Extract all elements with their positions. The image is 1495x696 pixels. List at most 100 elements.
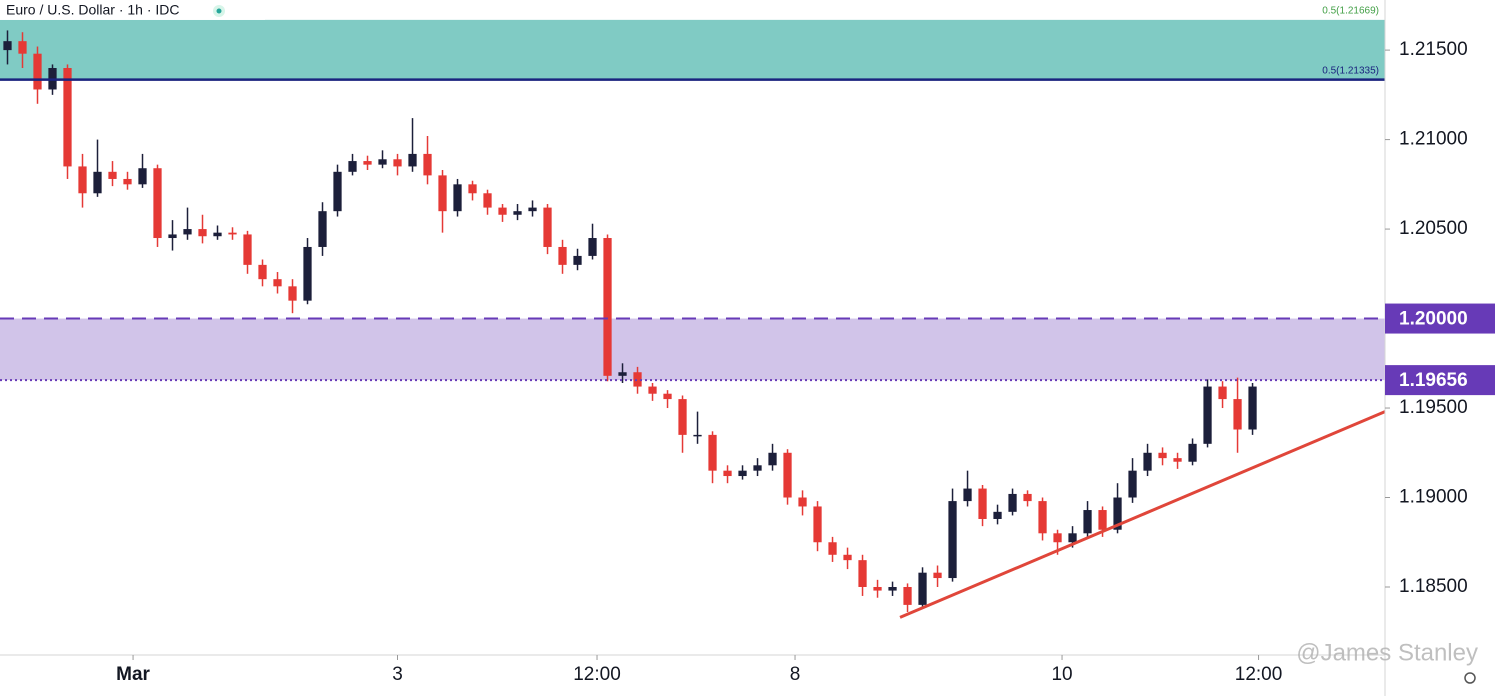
candle-body bbox=[813, 506, 822, 543]
x-tick-label: 12:00 bbox=[1235, 664, 1283, 685]
candle-body bbox=[588, 238, 597, 256]
candle-body bbox=[288, 286, 297, 301]
title-background bbox=[0, 0, 265, 20]
candle-body bbox=[1248, 386, 1257, 430]
candle-body bbox=[468, 184, 477, 194]
y-tick-label: 1.21000 bbox=[1399, 129, 1468, 150]
candle-body bbox=[168, 234, 177, 239]
candle-body bbox=[3, 41, 12, 51]
candle-body bbox=[1038, 501, 1047, 534]
candle-body bbox=[1113, 497, 1122, 530]
candle-body bbox=[393, 159, 402, 167]
price-badge-label: 1.20000 bbox=[1399, 309, 1468, 330]
candle-body bbox=[963, 488, 972, 502]
candle-body bbox=[528, 207, 537, 212]
candle-body bbox=[603, 238, 612, 376]
settings-icon[interactable] bbox=[1464, 672, 1476, 684]
candle-body bbox=[273, 279, 282, 287]
candle-body bbox=[543, 207, 552, 247]
candle-body bbox=[1053, 533, 1062, 543]
candle-body bbox=[903, 586, 912, 605]
candle-body bbox=[123, 178, 132, 185]
candle-body bbox=[753, 465, 762, 471]
candle-body bbox=[993, 511, 1002, 519]
candle-body bbox=[783, 452, 792, 498]
level-label: 0.5(1.21669) bbox=[1322, 6, 1379, 17]
x-tick-label: 3 bbox=[392, 664, 403, 685]
candle-body bbox=[1008, 493, 1017, 512]
level-label: 0.5(1.21335) bbox=[1322, 65, 1379, 76]
candle-body bbox=[1083, 510, 1092, 534]
candle-body bbox=[873, 586, 882, 591]
candle-body bbox=[798, 497, 807, 507]
candle-body bbox=[1098, 510, 1107, 530]
y-tick-label: 1.21500 bbox=[1399, 39, 1468, 60]
candle-body bbox=[648, 386, 657, 394]
candle-body bbox=[63, 68, 72, 167]
candle-body bbox=[498, 207, 507, 215]
candle-body bbox=[138, 168, 147, 185]
candle-body bbox=[738, 470, 747, 477]
candle-body bbox=[348, 161, 357, 172]
zone bbox=[0, 19, 1385, 80]
candle-body bbox=[1233, 399, 1242, 430]
candle-body bbox=[858, 560, 867, 587]
candle-body bbox=[153, 168, 162, 239]
candle-body bbox=[558, 246, 567, 265]
plot-area bbox=[0, 19, 1386, 619]
candle-body bbox=[108, 171, 117, 179]
candle-body bbox=[453, 184, 462, 212]
y-tick-label: 1.19500 bbox=[1399, 397, 1468, 418]
candle-body bbox=[948, 501, 957, 579]
candle-body bbox=[663, 393, 672, 400]
candle-body bbox=[423, 153, 432, 176]
candle-body bbox=[1173, 458, 1182, 462]
price-badge bbox=[1385, 303, 1495, 334]
status-dot bbox=[216, 8, 222, 14]
candle-body bbox=[1158, 452, 1167, 459]
candle-body bbox=[438, 175, 447, 212]
candle-body bbox=[228, 232, 237, 235]
candle-body bbox=[408, 153, 417, 167]
price-badge bbox=[1385, 365, 1495, 396]
candle-body bbox=[843, 554, 852, 561]
candle-body bbox=[1023, 493, 1032, 502]
y-tick-label: 1.18500 bbox=[1399, 576, 1468, 597]
candle-body bbox=[18, 41, 27, 54]
candle-body bbox=[183, 229, 192, 235]
candle-body bbox=[33, 53, 42, 90]
candle-body bbox=[693, 434, 702, 437]
candle-body bbox=[633, 372, 642, 387]
candle-body bbox=[1143, 452, 1152, 471]
candle-body bbox=[78, 166, 87, 194]
price-badge-label: 1.19656 bbox=[1399, 370, 1468, 391]
candle-body bbox=[1218, 386, 1227, 400]
chart-title: Euro / U.S. Dollar · 1h · IDC bbox=[6, 2, 180, 18]
candle-body bbox=[918, 572, 927, 605]
candle-body bbox=[513, 211, 522, 215]
candle-body bbox=[363, 161, 372, 165]
y-tick-label: 1.20500 bbox=[1399, 218, 1468, 239]
candle-body bbox=[243, 234, 252, 265]
x-tick-label: 12:00 bbox=[573, 664, 621, 685]
candle-body bbox=[198, 229, 207, 237]
candle-body bbox=[333, 171, 342, 212]
candle-body bbox=[828, 542, 837, 555]
candle-body bbox=[1188, 443, 1197, 462]
candle-body bbox=[93, 171, 102, 194]
candle-body bbox=[258, 264, 267, 280]
x-tick-label: 10 bbox=[1051, 664, 1072, 685]
x-tick-label: 8 bbox=[790, 664, 801, 685]
candle-body bbox=[768, 452, 777, 466]
candle-body bbox=[933, 572, 942, 579]
candle-body bbox=[318, 211, 327, 247]
candle-body bbox=[618, 372, 627, 376]
watermark: @James Stanley bbox=[1296, 639, 1478, 666]
candle-body bbox=[1128, 470, 1137, 498]
settings-icon-ring[interactable] bbox=[1464, 672, 1476, 684]
x-tick-label: Mar bbox=[116, 664, 150, 685]
candle-body bbox=[888, 586, 897, 591]
trendline bbox=[899, 410, 1386, 619]
candle-body bbox=[1203, 386, 1212, 444]
candle-body bbox=[213, 232, 222, 237]
